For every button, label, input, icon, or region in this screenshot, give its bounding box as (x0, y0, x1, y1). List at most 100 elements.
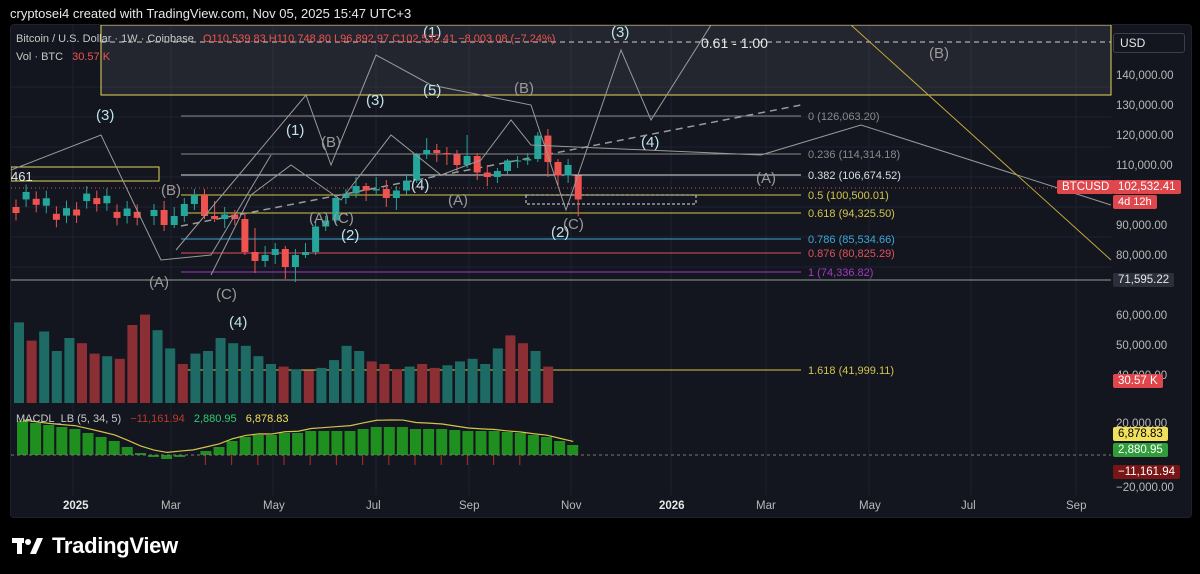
volume-bar (341, 345, 352, 403)
volume-bar (278, 366, 289, 403)
wave-path-3 (11, 134, 272, 261)
volume-bar (392, 369, 402, 403)
macd-bar (174, 455, 186, 457)
volume-bar (429, 367, 440, 403)
wave-label: (B) (161, 182, 181, 199)
price-axis-label: 80,000.00 (1116, 250, 1167, 262)
candle-body (574, 175, 582, 200)
legend-macd-label: MACDL_LB (5, 34, 5) (16, 413, 122, 425)
macd-bar (148, 455, 159, 457)
macd-bar (488, 431, 500, 455)
wave-label: (B) (929, 45, 949, 62)
volume-bar (152, 330, 163, 403)
currency-button[interactable]: USD (1113, 33, 1185, 53)
candle-body (160, 210, 168, 225)
macd-neg-tag: −11,161.94 (1113, 465, 1181, 479)
legend-vol-value: 30.57 K (72, 51, 111, 63)
candle-body (342, 193, 350, 198)
macd-bar (318, 431, 330, 455)
volume-bar (51, 351, 62, 403)
macd-bar (475, 431, 487, 455)
candle-body (113, 211, 121, 218)
zone-box (525, 194, 697, 205)
time-axis-label: 2025 (63, 500, 89, 512)
macd-bar (200, 451, 212, 455)
wave-label: (C) (216, 286, 237, 303)
volume-bar (203, 351, 213, 403)
candle-body (322, 220, 330, 227)
macd-bar (239, 437, 251, 455)
wave-label: (A) (448, 192, 468, 209)
volume-bar (518, 343, 528, 403)
candle-body (554, 162, 562, 176)
price-axis-label: 130,000.00 (1116, 100, 1174, 112)
legend-volume: Vol · BTC 30.57 K (16, 51, 110, 63)
candle-body (382, 189, 390, 198)
candle-body (524, 159, 532, 161)
volume-bar (114, 358, 125, 403)
left-box (11, 166, 160, 182)
macd-bar (462, 431, 474, 455)
price-axis-label: −20,000.00 (1116, 482, 1174, 494)
macd-bar (357, 429, 369, 455)
macd-bar (554, 441, 566, 455)
volume-bar (505, 335, 516, 403)
box-label: 0.61 - 1.00 (701, 35, 768, 51)
candle-body (453, 154, 461, 165)
macd-bar (527, 435, 539, 455)
candle-body (211, 216, 219, 219)
macd-bar (121, 447, 133, 455)
candle-body (291, 255, 299, 267)
wave-label: (B) (514, 80, 534, 97)
candle-body (433, 150, 441, 153)
volume-bar (303, 370, 314, 403)
time-axis-label: Jul (366, 500, 381, 512)
candle-body (180, 204, 188, 216)
candle-body (52, 213, 60, 220)
volume-bar (89, 353, 100, 403)
macd-bar (213, 447, 225, 455)
macd-bar (265, 435, 277, 455)
price-axis-label: 50,000.00 (1116, 340, 1167, 352)
price-axis-label: 120,000.00 (1116, 130, 1174, 142)
price-axis-label: 140,000.00 (1116, 70, 1174, 82)
candle-body (170, 216, 178, 225)
wave-path-1 (175, 25, 712, 251)
time-axis-label: 2026 (659, 500, 685, 512)
symbol-tag: BTCUSD (1057, 180, 1115, 194)
candle-body (392, 190, 400, 198)
credit-line: cryptosei4 created with TradingView.com,… (10, 6, 412, 21)
volume-bar (442, 365, 453, 403)
macd-bar (17, 421, 28, 455)
time-axis-label: Mar (756, 500, 776, 512)
legend-macd-v1: −11,161.94 (130, 413, 185, 425)
volume-bar (354, 351, 365, 403)
macd-bar (292, 433, 304, 455)
legend-vol-label: Vol · BTC (16, 51, 64, 63)
tradingview-logo-icon (12, 538, 43, 554)
left-edge-label: 461 (11, 169, 33, 184)
candle-body (261, 255, 269, 261)
candle-body (302, 252, 309, 255)
macd-bar (567, 445, 579, 455)
macd-bar (30, 423, 42, 455)
volume-bar (26, 340, 37, 403)
macd-bar (305, 431, 317, 455)
candle-body (73, 209, 81, 216)
volume-bar (379, 364, 390, 403)
fib-label: 0.786 (85,534.66) (808, 234, 895, 246)
candle-body (504, 160, 511, 171)
macd-bar (514, 433, 526, 455)
candle-body (93, 198, 101, 205)
wave-label: (C) (333, 210, 354, 227)
macd-bar (161, 455, 173, 459)
price-chart[interactable]: 0 (126,063.20) 0.236 (114,314.18) 0.382 (1… (11, 25, 1191, 517)
volume-bar (77, 343, 87, 403)
volume-bar (39, 331, 50, 403)
candle-body (564, 165, 572, 176)
last-price-tag: 102,532.41 (1113, 180, 1181, 194)
macd-bar (56, 427, 68, 455)
candle-body (312, 226, 320, 252)
chart-panel[interactable]: 0 (126,063.20) 0.236 (114,314.18) 0.382 (1… (10, 24, 1192, 518)
macd-signal-line (22, 419, 574, 454)
